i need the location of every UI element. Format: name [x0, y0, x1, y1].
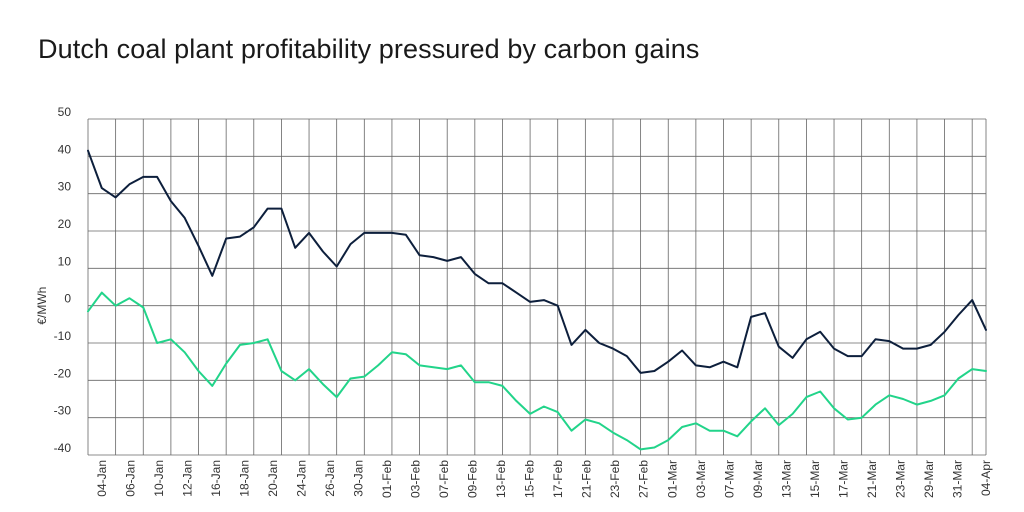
y-axis-label: €/MWh	[35, 287, 49, 325]
series-lines	[87, 149, 987, 451]
x-tick-label: 21-Mar	[865, 460, 879, 498]
x-tick-label: 20-Jan	[266, 460, 280, 497]
x-tick-label: 15-Feb	[523, 460, 537, 498]
x-tick-label: 13-Mar	[779, 460, 793, 498]
x-tick-label: 06-Jan	[123, 460, 137, 497]
x-tick-label: 04-Jan	[95, 460, 109, 497]
x-tick-label: 01-Mar	[665, 460, 679, 498]
x-tick-label: 07-Mar	[722, 460, 736, 498]
x-tick-label: 04-Apr	[979, 460, 993, 496]
x-tick-label: 24-Jan	[294, 460, 308, 497]
x-tick-label: 30-Jan	[352, 460, 366, 497]
x-tick-label: 23-Mar	[893, 460, 907, 498]
x-tick-label: 13-Feb	[494, 460, 508, 498]
x-tick-label: 31-Mar	[950, 460, 964, 498]
x-tick-label: 27-Feb	[637, 460, 651, 498]
y-tick-label: 50	[58, 105, 72, 119]
vertical-gridlines	[87, 119, 987, 455]
x-tick-label: 03-Feb	[409, 460, 423, 498]
x-tick-label: 23-Feb	[608, 460, 622, 498]
series-line-0	[87, 149, 987, 374]
y-tick-label: 0	[64, 292, 71, 306]
x-tick-label: 12-Jan	[180, 460, 194, 497]
x-tick-label: 03-Mar	[694, 460, 708, 498]
x-tick-label: 17-Feb	[551, 460, 565, 498]
x-tick-label: 07-Feb	[437, 460, 451, 498]
x-tick-label: 16-Jan	[209, 460, 223, 497]
x-tick-label: 29-Mar	[922, 460, 936, 498]
x-tick-label: 15-Mar	[808, 460, 822, 498]
horizontal-gridlines	[88, 118, 986, 456]
y-tick-label: -30	[54, 404, 72, 418]
x-tick-label: 21-Feb	[580, 460, 594, 498]
series-line-1	[87, 291, 987, 451]
x-tick-label: 09-Feb	[466, 460, 480, 498]
y-axis-tick-labels: 50 40 30 20 10 0 -10 -20 -30 -40	[54, 105, 72, 455]
y-tick-label: -10	[54, 329, 72, 343]
x-tick-label: 18-Jan	[237, 460, 251, 497]
y-tick-label: 40	[58, 142, 72, 156]
x-tick-label: 17-Mar	[836, 460, 850, 498]
y-tick-label: -40	[54, 441, 72, 455]
y-tick-label: 30	[58, 180, 72, 194]
x-tick-label: 01-Feb	[380, 460, 394, 498]
x-tick-label: 09-Mar	[751, 460, 765, 498]
y-tick-label: 20	[58, 217, 72, 231]
y-tick-label: -20	[54, 366, 72, 380]
chart-title: Dutch coal plant profitability pressured…	[38, 34, 700, 64]
x-tick-label: 10-Jan	[152, 460, 166, 497]
x-axis-tick-labels: 04-Jan 06-Jan 10-Jan 12-Jan 16-Jan 18-Jan 20-J…	[95, 460, 993, 498]
x-tick-label: 26-Jan	[323, 460, 337, 497]
y-tick-label: 10	[58, 254, 72, 268]
